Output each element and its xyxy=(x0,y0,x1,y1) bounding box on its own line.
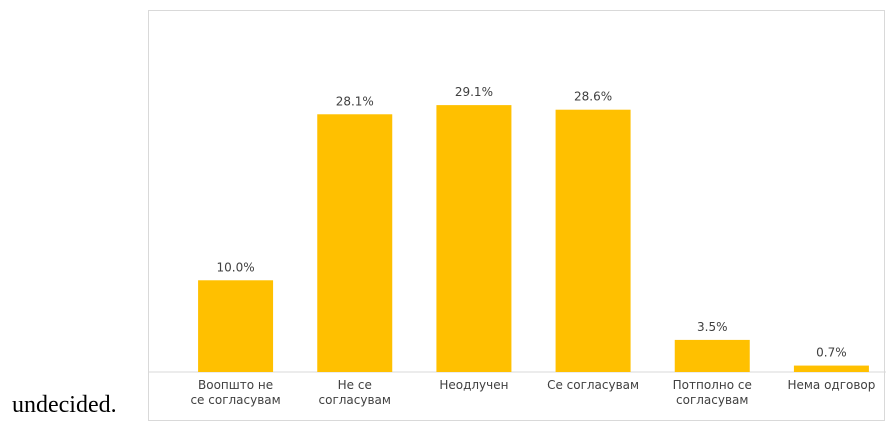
category-label-2-line-0: Неодлучен xyxy=(439,378,508,392)
bar-2 xyxy=(436,105,512,373)
bar-value-label-1: 28.1% xyxy=(336,94,374,108)
category-label-1-line-1: согласувам xyxy=(319,393,391,407)
category-label-4-line-0: Потполно се xyxy=(673,378,752,392)
bar-value-label-5: 0.7% xyxy=(816,346,847,360)
bar-value-label-0: 10.0% xyxy=(217,260,255,274)
bar-5 xyxy=(793,365,869,372)
category-label-5-line-0: Нема одговор xyxy=(787,378,875,392)
category-label-1-line-0: Не се xyxy=(338,378,372,392)
category-label-4-line-1: согласувам xyxy=(676,393,748,407)
document-text-fragment: undecided. xyxy=(12,392,117,418)
bar-value-label-4: 3.5% xyxy=(697,320,728,334)
category-label-0-line-1: се согласувам xyxy=(190,393,280,407)
bar-3 xyxy=(555,109,631,372)
bar-value-label-3: 28.6% xyxy=(574,90,612,104)
bar-0 xyxy=(198,280,274,372)
category-label-0-line-0: Воопшто не xyxy=(198,378,273,392)
category-label-3-line-0: Се согласувам xyxy=(547,378,639,392)
bar-chart: 10.0% Воопшто не се согласувам 28.1% Не се со… xyxy=(148,10,886,421)
bar-1 xyxy=(317,114,393,372)
bar-value-label-2: 29.1% xyxy=(455,85,493,99)
bar-4 xyxy=(674,339,750,372)
